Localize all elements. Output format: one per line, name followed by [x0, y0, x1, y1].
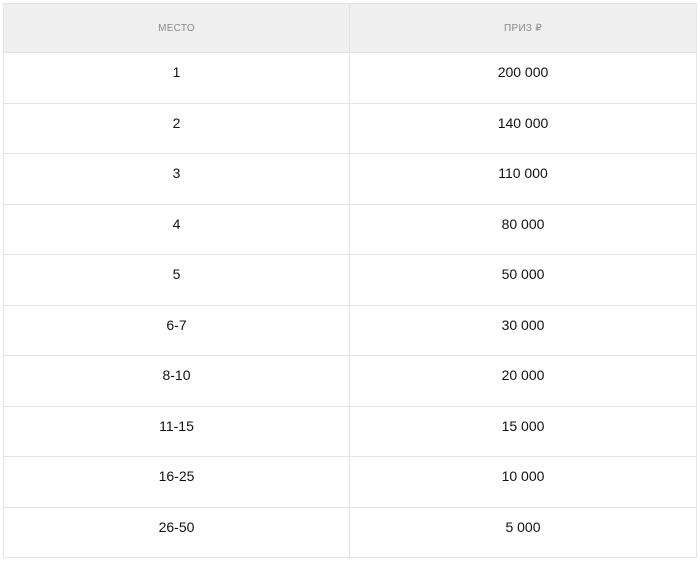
table-row: 8-10 20 000	[3, 355, 697, 407]
place-cell: 4	[3, 203, 350, 255]
column-header-place: МЕСТО	[3, 3, 350, 53]
place-cell: 11-15	[3, 405, 350, 457]
prize-cell: 5 000	[349, 506, 697, 558]
table-row: 11-15 15 000	[3, 405, 697, 457]
table-row: 3 110 000	[3, 153, 697, 205]
place-cell: 3	[3, 153, 350, 205]
prize-cell: 200 000	[349, 52, 697, 104]
table-row: 26-50 5 000	[3, 506, 697, 558]
column-header-prize: ПРИЗ ₽	[349, 3, 697, 53]
table-row: 6-7 30 000	[3, 304, 697, 356]
table-row: 4 80 000	[3, 203, 697, 255]
place-cell: 1	[3, 52, 350, 104]
place-cell: 2	[3, 102, 350, 154]
table-header-row: МЕСТО ПРИЗ ₽	[3, 3, 697, 53]
place-cell: 26-50	[3, 506, 350, 558]
place-cell: 16-25	[3, 456, 350, 508]
prize-cell: 30 000	[349, 304, 697, 356]
prize-cell: 50 000	[349, 254, 697, 306]
place-cell: 8-10	[3, 355, 350, 407]
prize-cell: 80 000	[349, 203, 697, 255]
table-row: 1 200 000	[3, 52, 697, 104]
prize-cell: 110 000	[349, 153, 697, 205]
place-cell: 6-7	[3, 304, 350, 356]
place-cell: 5	[3, 254, 350, 306]
table-row: 16-25 10 000	[3, 456, 697, 508]
table-row: 5 50 000	[3, 254, 697, 306]
prize-table: МЕСТО ПРИЗ ₽ 1 200 000 2 140 000 3 110 000 4 80…	[3, 3, 697, 558]
prize-cell: 140 000	[349, 102, 697, 154]
prize-cell: 20 000	[349, 355, 697, 407]
prize-cell: 10 000	[349, 456, 697, 508]
table-row: 2 140 000	[3, 102, 697, 154]
prize-cell: 15 000	[349, 405, 697, 457]
